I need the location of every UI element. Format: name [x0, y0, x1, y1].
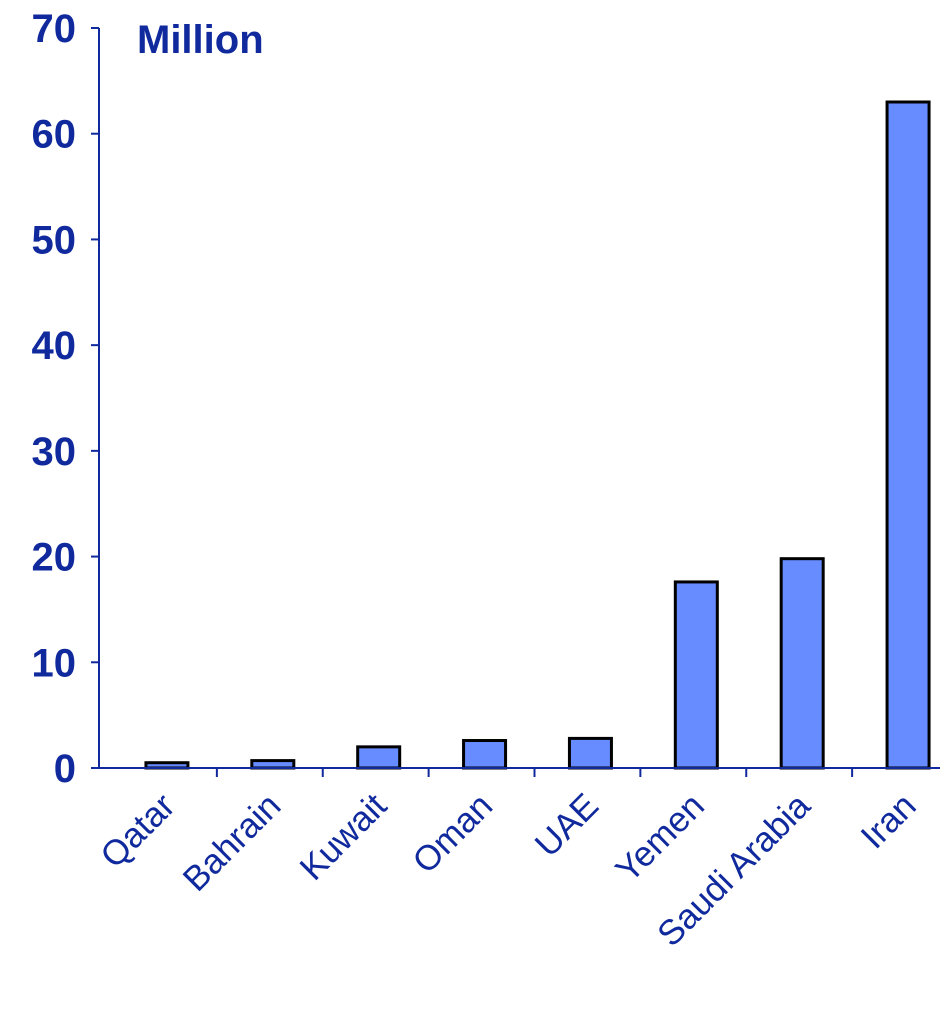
x-tick-label: Iran: [853, 786, 923, 856]
y-tick-label: 40: [32, 324, 77, 368]
x-tick-label: UAE: [528, 786, 606, 864]
bar-bahrain: [250, 759, 296, 770]
y-tick-label: 30: [32, 430, 77, 474]
y-tick-label: 50: [32, 218, 77, 262]
bar-uae: [567, 736, 613, 770]
bars: [144, 100, 931, 770]
y-tick-label: 60: [32, 113, 77, 157]
bar-yemen: [673, 580, 719, 770]
bar-saudi-arabia: [779, 557, 825, 770]
y-tick-label: 10: [32, 641, 77, 685]
x-tick-label: Kuwait: [292, 786, 394, 888]
y-tick-label: 20: [32, 536, 77, 580]
y-tick-label: 70: [32, 7, 77, 51]
x-tick-label: Yemen: [608, 786, 712, 890]
y-tick-label: 0: [54, 747, 76, 791]
y-axis-ticks: 0 10 20 30 40 50 60 70: [32, 7, 99, 791]
bar-oman: [462, 739, 508, 770]
x-tick-label: Qatar: [93, 786, 183, 876]
bar-kuwait: [356, 745, 402, 770]
x-tick-label: Oman: [405, 786, 500, 881]
bar-iran: [885, 100, 931, 770]
y-axis-unit-label: Million: [137, 18, 264, 62]
x-tick-label: Bahrain: [176, 786, 289, 899]
